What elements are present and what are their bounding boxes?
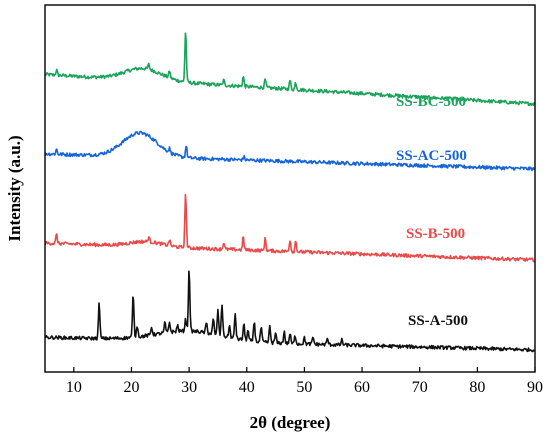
series-line-ss-b-500 [44,193,536,263]
x-tick-label: 60 [354,379,370,396]
series-label-ss-bc-500: SS-BC-500 [396,94,466,110]
series-labels-group: SS-BC-500 SS-AC-500 SS-B-500 SS-A-500 [396,94,468,329]
series-line-ss-a-500 [44,270,536,353]
x-tick-label: 20 [123,379,139,396]
x-tick-label: 50 [296,379,312,396]
x-tick-label: 90 [527,379,543,396]
plot-frame [44,4,536,373]
series-label-ss-a-500: SS-A-500 [408,313,468,329]
x-tick-label: 10 [66,379,82,396]
series-label-ss-ac-500: SS-AC-500 [396,148,467,164]
series-line-ss-bc-500 [44,32,536,107]
x-tick-label: 30 [181,379,197,396]
series-line-ss-ac-500 [44,130,536,172]
x-tick-label: 40 [239,379,255,396]
x-tick-label: 70 [412,379,428,396]
x-axis-ticks: 10 20 30 40 50 60 70 80 90 [66,367,543,396]
y-axis-title: Intensity (a.u.) [5,135,24,241]
curves-group [44,32,536,353]
x-axis-title: 2θ (degree) [250,413,331,432]
series-label-ss-b-500: SS-B-500 [406,226,465,242]
x-tick-label: 80 [469,379,485,396]
